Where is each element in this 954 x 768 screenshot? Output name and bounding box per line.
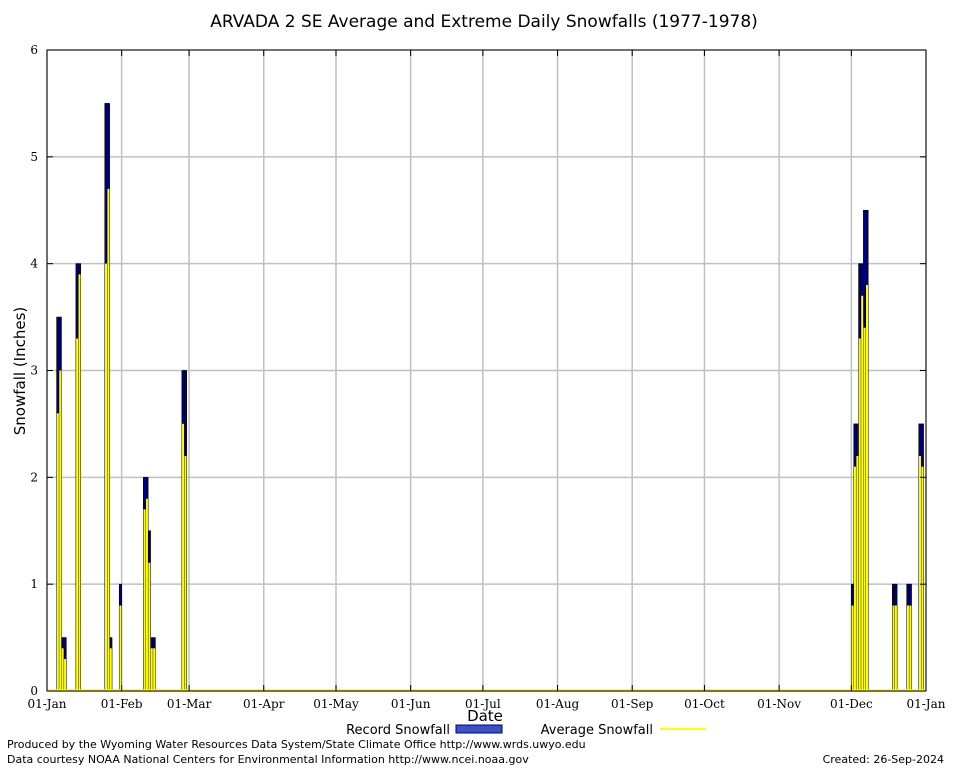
y-tick-label: 1 (30, 577, 38, 591)
x-tick-label: 01-May (313, 697, 359, 711)
bars-layer (47, 103, 926, 692)
y-axis-ticks: 0 1 2 3 4 5 6 (30, 43, 926, 698)
x-tick-label: 01-Jul (465, 697, 501, 711)
footer-produced-by: Produced by the Wyoming Water Resources … (7, 738, 586, 751)
legend-label-record: Record Snowfall (346, 723, 450, 738)
x-tick-label: 01-Nov (757, 697, 801, 711)
y-tick-label: 2 (30, 470, 38, 484)
footer-created-date: Created: 26-Sep-2024 (823, 753, 944, 766)
x-tick-label: 01-Oct (684, 697, 725, 711)
y-axis-label: Snowfall (Inches) (11, 307, 29, 435)
y-tick-label: 6 (30, 43, 38, 57)
y-tick-label: 0 (30, 684, 38, 698)
y-tick-label: 4 (30, 257, 38, 271)
x-tick-label: 01-Sep (611, 697, 654, 711)
x-tick-label: 01-Feb (101, 697, 143, 711)
x-axis-ticks: 01-Jan 01-Feb 01-Mar 01-Apr 01-May 01-Jun 01-J… (27, 50, 946, 711)
chart-title: ARVADA 2 SE Average and Extreme Daily Sn… (210, 12, 758, 32)
x-axis-label: Date (467, 707, 503, 725)
x-tick-label: 01-Jan (906, 697, 945, 711)
legend-swatch-record (455, 724, 503, 734)
x-tick-label: 01-Mar (167, 697, 212, 711)
x-tick-label: 01-Apr (243, 697, 285, 711)
y-tick-label: 3 (30, 364, 38, 378)
footer-data-courtesy: Data courtesy NOAA National Centers for … (7, 753, 529, 766)
legend: Record Snowfall Average Snowfall (346, 723, 706, 738)
x-tick-label: 01-Jan (27, 697, 66, 711)
x-tick-label: 01-Jun (391, 697, 431, 711)
x-tick-label: 01-Dec (830, 697, 873, 711)
x-tick-label: 01-Aug (536, 697, 580, 711)
y-tick-label: 5 (30, 150, 38, 164)
legend-label-average: Average Snowfall (541, 723, 653, 738)
